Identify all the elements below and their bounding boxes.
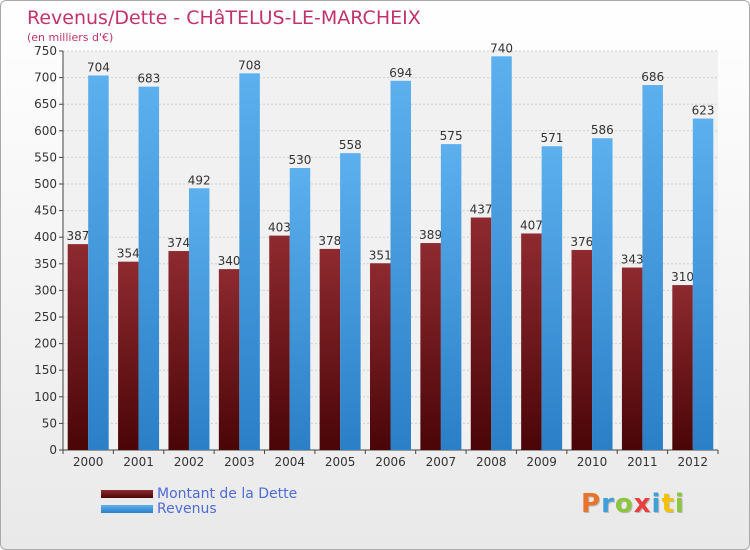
- y-tick-label: 150: [34, 363, 57, 377]
- bar-revenus-2010: [592, 138, 613, 451]
- data-label-dette-2009: 407: [520, 218, 543, 232]
- bar-dette-2010: [571, 249, 593, 450]
- data-label-dette-2003: 340: [218, 254, 241, 268]
- data-label-revenus-2009: 571: [540, 131, 563, 145]
- data-label-dette-2010: 376: [570, 235, 593, 249]
- data-label-revenus-2001: 683: [137, 72, 160, 86]
- x-tick-label: 2012: [678, 455, 709, 469]
- bar-revenus-2006: [390, 80, 411, 451]
- logo-letter: i: [674, 489, 685, 519]
- y-tick-label: 100: [34, 390, 57, 404]
- bar-dette-2007: [420, 243, 441, 450]
- logo-letter: r: [601, 489, 615, 519]
- bar-dette-2012: [672, 285, 693, 450]
- x-tick-label: 2003: [224, 455, 255, 469]
- logo-letter: o: [614, 489, 634, 519]
- logo-letter: t: [661, 489, 675, 519]
- x-tick-label: 2010: [577, 455, 608, 469]
- data-label-dette-2012: 310: [671, 270, 694, 284]
- y-tick-label: 50: [42, 416, 57, 430]
- bar-dette-2004: [269, 235, 290, 450]
- y-tick-label: 250: [34, 310, 57, 324]
- bar-revenus-2000: [88, 75, 109, 451]
- legend-label-dette: Montant de la Dette: [157, 486, 298, 502]
- y-tick-label: 400: [34, 230, 57, 244]
- data-label-revenus-2004: 530: [289, 153, 312, 167]
- data-label-revenus-2002: 492: [188, 173, 211, 187]
- legend-swatch-revenus: [101, 505, 153, 513]
- bar-revenus-2008: [491, 56, 512, 450]
- bar-dette-2002: [168, 251, 189, 450]
- data-label-dette-2007: 389: [419, 228, 442, 242]
- data-label-dette-2001: 354: [117, 247, 140, 261]
- bar-dette-2011: [621, 267, 643, 450]
- x-tick-label: 2007: [426, 455, 457, 469]
- x-tick-label: 2009: [526, 455, 557, 469]
- data-label-dette-2005: 378: [318, 234, 341, 248]
- bar-dette-2001: [118, 261, 139, 450]
- data-label-revenus-2005: 558: [339, 138, 362, 152]
- bar-revenus-2002: [188, 188, 210, 451]
- data-label-revenus-2012: 623: [692, 104, 715, 118]
- bar-dette-2006: [370, 263, 391, 450]
- y-tick-label: 300: [34, 283, 57, 297]
- x-tick-label: 2011: [627, 455, 658, 469]
- data-label-revenus-2003: 708: [238, 58, 261, 72]
- data-label-revenus-2008: 740: [490, 41, 513, 55]
- bar-revenus-2001: [138, 86, 160, 451]
- x-tick-label: 2008: [476, 455, 507, 469]
- y-tick-label: 650: [34, 97, 57, 111]
- data-label-revenus-2000: 704: [87, 60, 110, 74]
- legend-swatch-dette: [101, 490, 153, 498]
- logo-letter: x: [633, 489, 652, 519]
- bar-revenus-2007: [440, 144, 462, 450]
- bar-dette-2000: [67, 244, 89, 450]
- bar-revenus-2009: [541, 146, 563, 450]
- bar-revenus-2003: [239, 73, 260, 451]
- x-tick-label: 2004: [274, 455, 305, 469]
- bar-revenus-2004: [289, 168, 311, 451]
- data-label-revenus-2007: 575: [440, 129, 463, 143]
- bar-revenus-2011: [642, 85, 663, 450]
- x-tick-label: 2002: [174, 455, 205, 469]
- logo-letter: i: [651, 489, 662, 519]
- bar-dette-2009: [521, 233, 542, 450]
- y-tick-label: 550: [34, 150, 57, 164]
- bar-revenus-2012: [692, 118, 714, 451]
- proxiti-logo: Proxiti: [581, 489, 685, 519]
- x-tick-label: 2000: [73, 455, 104, 469]
- bar-revenus-2005: [340, 153, 361, 451]
- data-label-dette-2011: 343: [621, 253, 644, 267]
- data-label-dette-2002: 374: [167, 236, 190, 250]
- y-tick-label: 500: [34, 177, 57, 191]
- y-tick-label: 700: [34, 71, 57, 85]
- y-tick-label: 350: [34, 257, 57, 271]
- data-label-dette-2004: 403: [268, 221, 291, 235]
- data-label-revenus-2010: 586: [591, 123, 614, 137]
- bar-dette-2003: [218, 269, 240, 450]
- chart-title: Revenus/Dette - CHâTELUS-LE-MARCHEIX: [27, 7, 421, 29]
- y-tick-label: 450: [34, 204, 57, 218]
- y-tick-label: 750: [34, 44, 57, 58]
- legend-label-revenus: Revenus: [157, 501, 217, 517]
- data-label-revenus-2006: 694: [389, 66, 412, 80]
- x-tick-label: 2006: [375, 455, 406, 469]
- data-label-dette-2000: 387: [66, 229, 89, 243]
- x-tick-label: 2001: [123, 455, 154, 469]
- data-label-dette-2006: 351: [369, 248, 392, 262]
- y-tick-label: 0: [49, 443, 57, 457]
- bar-dette-2005: [319, 248, 341, 450]
- y-tick-label: 600: [34, 124, 57, 138]
- logo-letter: P: [581, 489, 602, 519]
- chart-subtitle: (en milliers d'€): [27, 31, 114, 44]
- bar-dette-2008: [470, 217, 492, 450]
- data-label-dette-2008: 437: [470, 203, 493, 217]
- y-tick-label: 200: [34, 337, 57, 351]
- data-label-revenus-2011: 686: [641, 70, 664, 84]
- x-tick-label: 2005: [325, 455, 356, 469]
